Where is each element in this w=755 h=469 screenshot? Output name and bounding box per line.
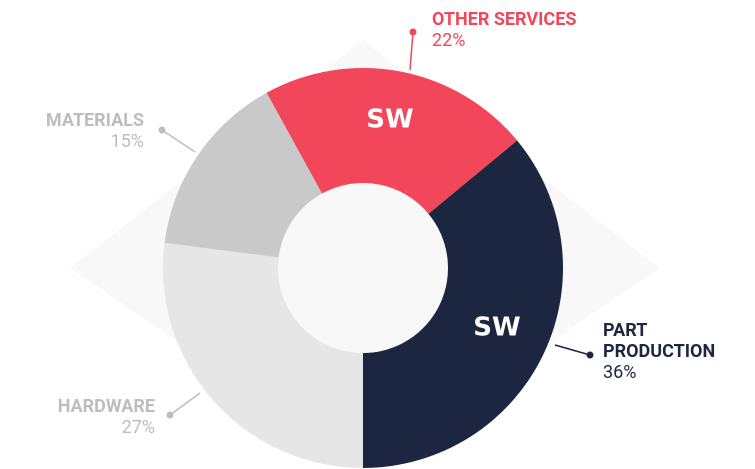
leader-dot: [158, 126, 166, 134]
category-name: PART PRODUCTION: [603, 320, 716, 362]
percent-label: 36%: [603, 362, 637, 383]
percent-label: 15%: [110, 131, 144, 152]
percent-label: 22%: [432, 30, 466, 51]
leader-dot: [409, 28, 417, 36]
category-name: OTHER SERVICES: [432, 9, 577, 30]
leader-dot: [166, 411, 174, 419]
percent-label: 27%: [121, 417, 155, 438]
slice-label: PART PRODUCTION 36%: [603, 320, 753, 383]
leader-line: [161, 129, 196, 153]
logo: SW: [473, 313, 520, 343]
category-name: HARDWARE: [57, 396, 155, 417]
logo: SW: [366, 105, 413, 135]
leader-dot: [586, 351, 594, 359]
slice: [162, 242, 363, 468]
slice-label: OTHER SERVICES 22%: [432, 9, 732, 51]
slice-label: HARDWARE 27%: [0, 396, 155, 438]
leader-line: [409, 31, 414, 71]
slice: [363, 140, 564, 468]
leader-line: [554, 344, 591, 356]
category-name: MATERIALS: [45, 110, 144, 131]
leader-line: [169, 392, 201, 416]
slice-label: MATERIALS 15%: [0, 110, 144, 152]
slice: [266, 67, 518, 214]
slice: [164, 92, 323, 258]
